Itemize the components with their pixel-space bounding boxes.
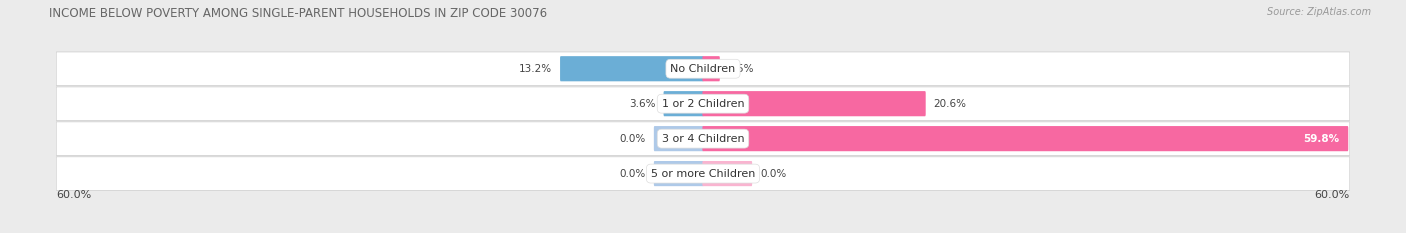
FancyBboxPatch shape bbox=[703, 161, 752, 186]
Text: 59.8%: 59.8% bbox=[1303, 134, 1339, 144]
Text: 0.0%: 0.0% bbox=[620, 169, 645, 178]
Text: 0.0%: 0.0% bbox=[620, 134, 645, 144]
FancyBboxPatch shape bbox=[654, 161, 703, 186]
FancyBboxPatch shape bbox=[703, 91, 925, 116]
FancyBboxPatch shape bbox=[56, 157, 1350, 190]
Text: 3 or 4 Children: 3 or 4 Children bbox=[662, 134, 744, 144]
FancyBboxPatch shape bbox=[56, 52, 1350, 86]
Text: 0.0%: 0.0% bbox=[761, 169, 786, 178]
Text: INCOME BELOW POVERTY AMONG SINGLE-PARENT HOUSEHOLDS IN ZIP CODE 30076: INCOME BELOW POVERTY AMONG SINGLE-PARENT… bbox=[49, 7, 547, 20]
FancyBboxPatch shape bbox=[56, 87, 1350, 120]
Text: 60.0%: 60.0% bbox=[1315, 190, 1350, 200]
FancyBboxPatch shape bbox=[703, 56, 720, 81]
FancyBboxPatch shape bbox=[654, 126, 703, 151]
FancyBboxPatch shape bbox=[664, 91, 703, 116]
Text: 20.6%: 20.6% bbox=[934, 99, 967, 109]
FancyBboxPatch shape bbox=[56, 122, 1350, 155]
Text: 1.5%: 1.5% bbox=[728, 64, 754, 74]
FancyBboxPatch shape bbox=[703, 126, 1348, 151]
Text: 5 or more Children: 5 or more Children bbox=[651, 169, 755, 178]
Text: 3.6%: 3.6% bbox=[628, 99, 655, 109]
Text: 13.2%: 13.2% bbox=[519, 64, 553, 74]
Text: No Children: No Children bbox=[671, 64, 735, 74]
Text: Source: ZipAtlas.com: Source: ZipAtlas.com bbox=[1267, 7, 1371, 17]
Text: 60.0%: 60.0% bbox=[56, 190, 91, 200]
Text: 1 or 2 Children: 1 or 2 Children bbox=[662, 99, 744, 109]
FancyBboxPatch shape bbox=[560, 56, 703, 81]
